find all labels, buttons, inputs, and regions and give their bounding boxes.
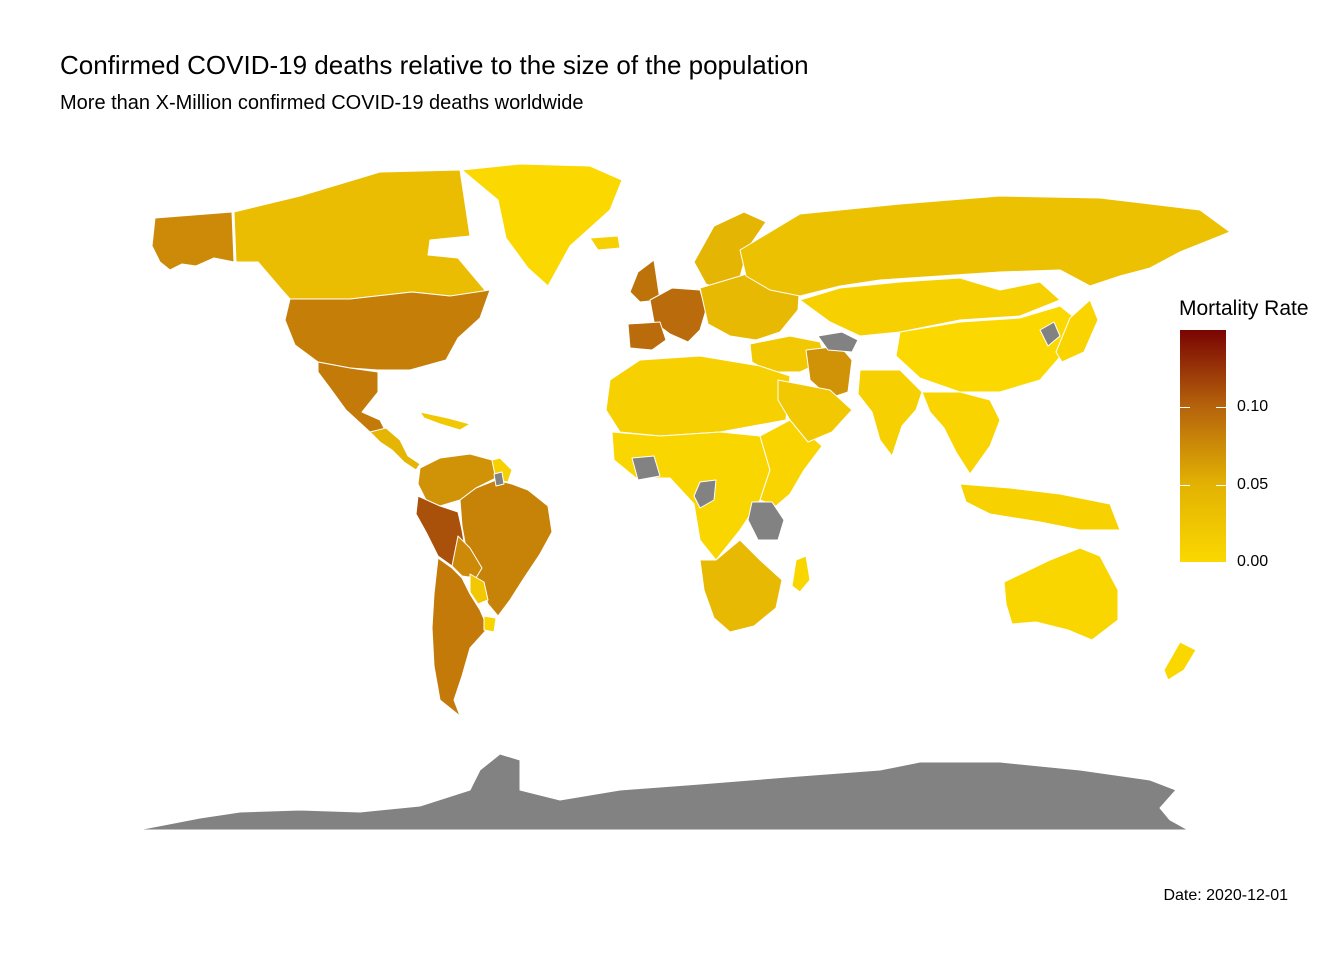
region-new-zealand <box>1163 641 1197 681</box>
region-southern-africa <box>699 539 783 633</box>
region-united-kingdom <box>629 259 661 303</box>
region-antarctica <box>137 753 1189 831</box>
region-united-states <box>284 289 491 371</box>
chart-title: Confirmed COVID-19 deaths relative to th… <box>60 50 809 80</box>
region-ivory-coast <box>631 455 661 481</box>
region-russia <box>739 195 1231 297</box>
legend-tick-mark <box>1180 484 1190 486</box>
legend-tick-label: 0.05 <box>1237 475 1269 493</box>
legend-colorbar <box>1180 330 1226 562</box>
region-central-america <box>369 427 421 471</box>
region-indonesia <box>959 483 1121 531</box>
region-southeast-asia <box>921 391 1001 475</box>
legend-tick-label: 0.00 <box>1237 553 1269 570</box>
region-argentina-chile <box>431 557 489 717</box>
legend-tick-mark <box>1216 407 1226 409</box>
region-spain-portugal <box>627 321 667 351</box>
region-mexico <box>317 361 387 433</box>
chart-subtitle: More than X-Million confirmed COVID-19 d… <box>60 92 584 114</box>
region-central-asia-mongolia <box>799 277 1061 337</box>
region-north-korea <box>1039 321 1061 347</box>
region-tanzania <box>747 501 785 541</box>
region-madagascar <box>791 555 811 593</box>
legend-tick-mark <box>1216 484 1226 486</box>
legend-tick-mark <box>1216 562 1226 563</box>
region-uruguay <box>483 615 497 633</box>
region-west-central-africa <box>611 431 771 561</box>
region-congo <box>693 479 717 509</box>
region-north-africa <box>605 355 791 437</box>
region-turkmenistan <box>817 331 859 353</box>
legend-tick-label: 0.10 <box>1237 398 1269 416</box>
region-japan <box>1055 299 1099 363</box>
legend-title: Mortality Rate <box>1179 297 1309 320</box>
legend-tick-mark <box>1180 562 1190 563</box>
region-iceland <box>589 235 621 251</box>
region-china <box>895 305 1081 393</box>
chart-caption: Date: 2020-12-01 <box>1163 887 1288 904</box>
region-paraguay <box>469 573 489 605</box>
region-india <box>857 369 923 457</box>
region-alaska <box>151 211 235 271</box>
region-australia <box>1003 547 1119 641</box>
region-caribbean <box>419 411 471 431</box>
region-french-guiana <box>493 471 505 487</box>
region-canada <box>233 169 491 300</box>
legend-tick-mark <box>1180 407 1190 409</box>
region-arabian-peninsula <box>777 379 853 443</box>
region-greenland <box>461 163 623 287</box>
